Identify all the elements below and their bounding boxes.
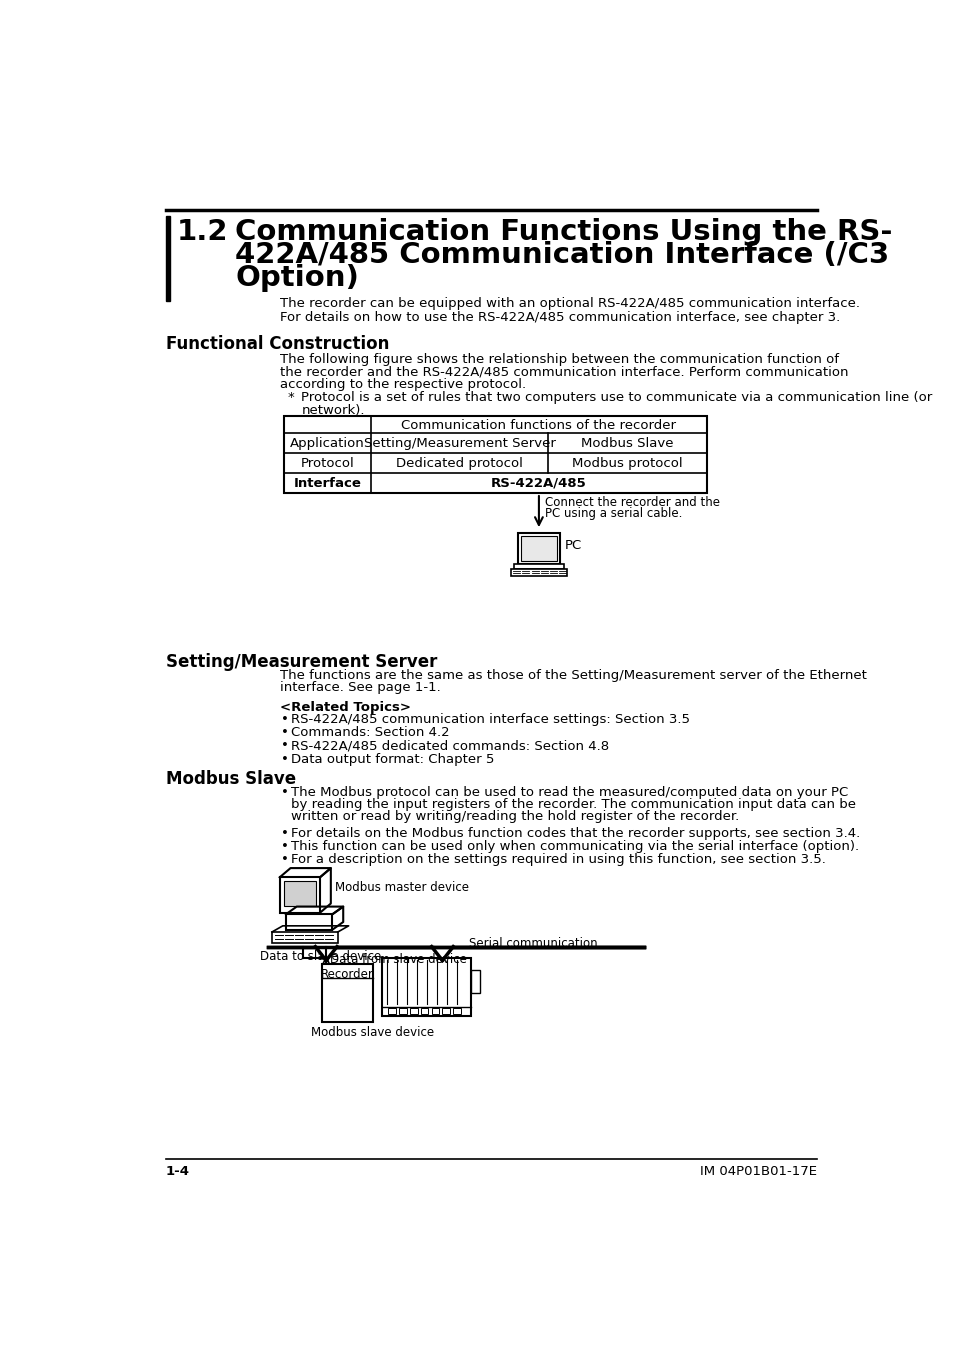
Text: The recorder can be equipped with an optional RS-422A/485 communication interfac: The recorder can be equipped with an opt… xyxy=(279,297,859,309)
Text: For details on the Modbus function codes that the recorder supports, see section: For details on the Modbus function codes… xyxy=(291,826,859,840)
Text: <Related Topics>: <Related Topics> xyxy=(279,701,410,714)
Text: Functional Construction: Functional Construction xyxy=(166,335,389,354)
Bar xyxy=(381,958,471,1017)
Text: •: • xyxy=(281,726,289,740)
Bar xyxy=(166,216,170,301)
Text: •: • xyxy=(281,713,289,726)
Bar xyxy=(453,1008,460,1014)
Text: IM 04P01B01-17E: IM 04P01B01-17E xyxy=(699,1165,816,1179)
Text: Protocol is a set of rules that two computers use to communicate via a communica: Protocol is a set of rules that two comp… xyxy=(301,392,932,405)
Text: •: • xyxy=(281,740,289,752)
Text: Setting/Measurement Server: Setting/Measurement Server xyxy=(363,437,555,450)
Text: •: • xyxy=(281,752,289,765)
Text: For details on how to use the RS-422A/485 communication interface, see chapter 3: For details on how to use the RS-422A/48… xyxy=(279,310,839,324)
Text: •: • xyxy=(281,786,289,799)
Bar xyxy=(283,416,706,493)
Bar xyxy=(520,536,557,560)
Text: PC using a serial cable.: PC using a serial cable. xyxy=(544,508,681,520)
Text: Setting/Measurement Server: Setting/Measurement Server xyxy=(166,653,436,671)
Text: The Modbus protocol can be used to read the measured/computed data on your PC: The Modbus protocol can be used to read … xyxy=(291,786,847,799)
Text: •: • xyxy=(281,826,289,840)
Text: Connect the recorder and the: Connect the recorder and the xyxy=(544,497,720,509)
Text: *: * xyxy=(287,392,294,405)
Text: Data to slave device: Data to slave device xyxy=(260,950,381,964)
Bar xyxy=(420,1008,428,1014)
Bar xyxy=(272,931,337,942)
Bar xyxy=(398,1008,406,1014)
Text: Modbus Slave: Modbus Slave xyxy=(166,771,295,788)
Bar xyxy=(517,533,559,564)
Text: The following figure shows the relationship between the communication function o: The following figure shows the relations… xyxy=(279,352,838,366)
Text: Communication Functions Using the RS-: Communication Functions Using the RS- xyxy=(235,219,892,246)
Bar xyxy=(283,882,315,906)
Text: by reading the input registers of the recorder. The communication input data can: by reading the input registers of the re… xyxy=(291,798,855,811)
Text: Modbus protocol: Modbus protocol xyxy=(572,456,681,470)
Text: Modbus master device: Modbus master device xyxy=(335,882,469,894)
Text: RS-422A/485 dedicated commands: Section 4.8: RS-422A/485 dedicated commands: Section … xyxy=(291,740,608,752)
Text: PC: PC xyxy=(564,539,581,552)
Text: Modbus Slave: Modbus Slave xyxy=(580,437,673,450)
Text: 1-4: 1-4 xyxy=(166,1165,190,1179)
Text: This function can be used only when communicating via the serial interface (opti: This function can be used only when comm… xyxy=(291,840,858,853)
Bar xyxy=(322,964,373,1022)
Bar xyxy=(510,568,567,576)
Bar xyxy=(431,1008,439,1014)
Text: The functions are the same as those of the Setting/Measurement server of the Eth: The functions are the same as those of t… xyxy=(279,668,865,682)
Bar xyxy=(442,1008,450,1014)
Text: 1.2: 1.2 xyxy=(176,219,228,246)
Text: the recorder and the RS-422A/485 communication interface. Perform communication: the recorder and the RS-422A/485 communi… xyxy=(279,366,847,378)
Text: interface. See page 1-1.: interface. See page 1-1. xyxy=(279,680,440,694)
Text: Commands: Section 4.2: Commands: Section 4.2 xyxy=(291,726,449,740)
Text: 422A/485 Communication Interface (/C3: 422A/485 Communication Interface (/C3 xyxy=(235,242,889,269)
Bar xyxy=(410,1008,417,1014)
Bar xyxy=(388,1008,395,1014)
Text: Modbus slave device: Modbus slave device xyxy=(311,1026,434,1040)
Bar xyxy=(471,969,480,992)
Text: For a description on the settings required in using this function, see section 3: For a description on the settings requir… xyxy=(291,853,824,865)
Bar xyxy=(513,564,563,568)
Text: Interface: Interface xyxy=(294,477,361,490)
Text: written or read by writing/reading the hold register of the recorder.: written or read by writing/reading the h… xyxy=(291,810,738,824)
Text: •: • xyxy=(281,853,289,865)
Bar xyxy=(279,878,319,913)
Text: Recorder: Recorder xyxy=(321,968,374,981)
Text: Application: Application xyxy=(290,437,364,450)
Text: network).: network). xyxy=(301,404,364,417)
Text: •: • xyxy=(281,840,289,853)
Text: Data output format: Chapter 5: Data output format: Chapter 5 xyxy=(291,752,494,765)
Text: Dedicated protocol: Dedicated protocol xyxy=(395,456,522,470)
Text: Serial communication: Serial communication xyxy=(468,937,597,950)
Text: RS-422A/485 communication interface settings: Section 3.5: RS-422A/485 communication interface sett… xyxy=(291,713,689,726)
Text: Communication functions of the recorder: Communication functions of the recorder xyxy=(401,420,676,432)
Text: Data from slave device: Data from slave device xyxy=(330,953,466,965)
Text: Protocol: Protocol xyxy=(300,456,354,470)
Text: RS-422A/485: RS-422A/485 xyxy=(491,477,586,490)
Bar xyxy=(286,914,332,930)
Text: Option): Option) xyxy=(235,265,359,293)
Text: according to the respective protocol.: according to the respective protocol. xyxy=(279,378,525,390)
